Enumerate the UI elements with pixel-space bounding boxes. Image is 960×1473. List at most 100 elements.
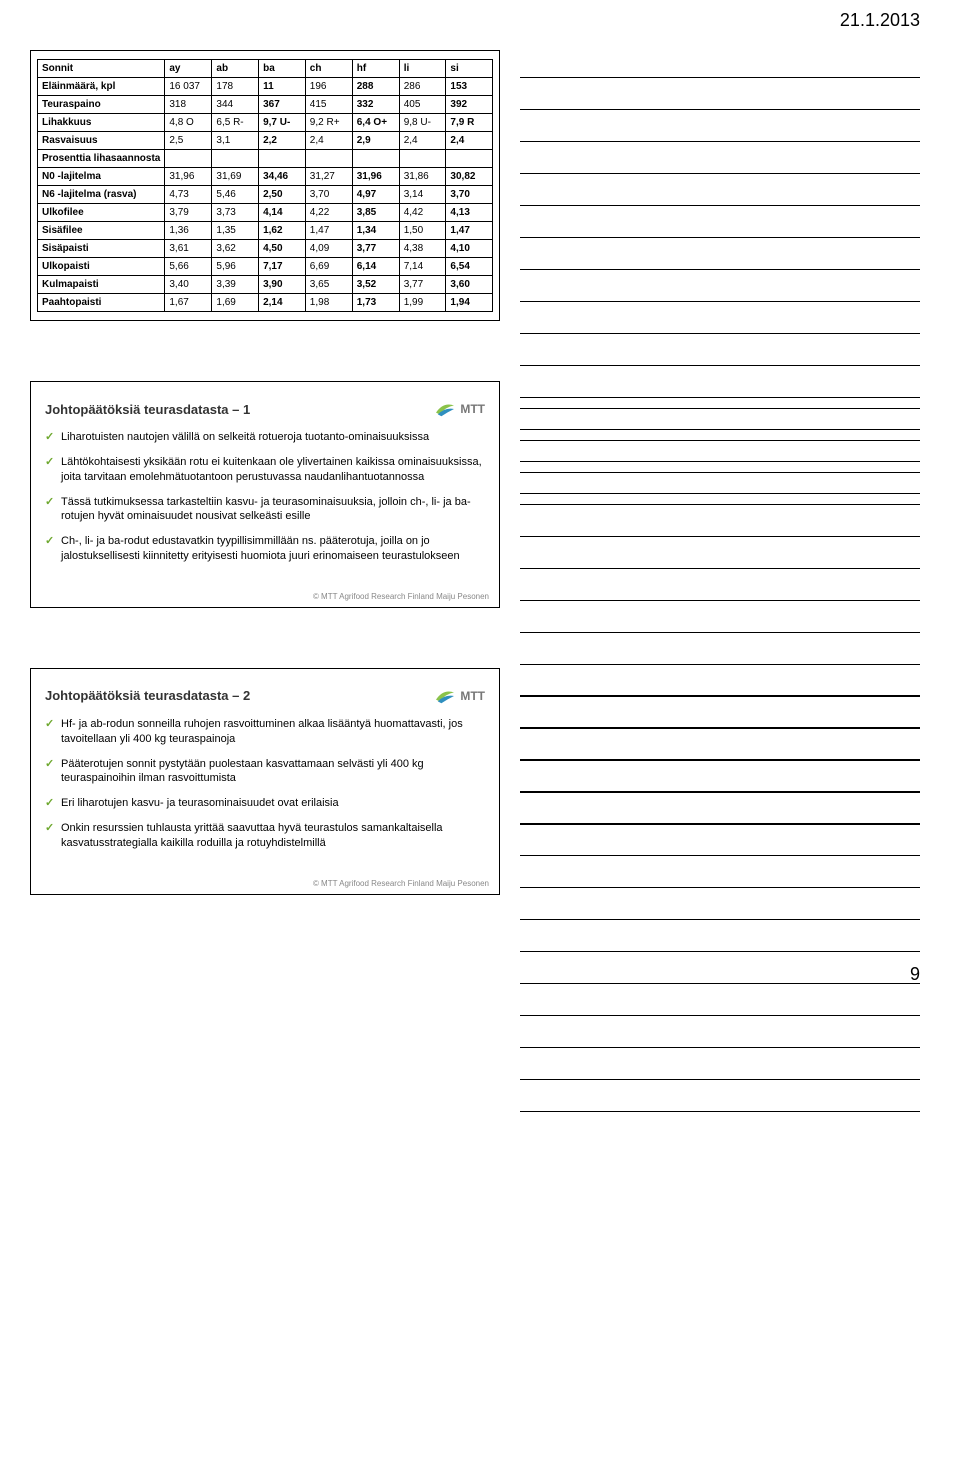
table-cell: 2,2 <box>259 132 306 150</box>
table-cell: 1,62 <box>259 222 306 240</box>
table-cell: 31,69 <box>212 168 259 186</box>
note-line <box>520 87 920 110</box>
table-cell <box>305 150 352 168</box>
table-cell: 3,73 <box>212 204 259 222</box>
row-label: Rasvaisuus <box>38 132 165 150</box>
slide3-title: Johtopäätöksiä teurasdatasta – 2 <box>45 688 250 703</box>
table-cell: 7,14 <box>399 258 446 276</box>
table-cell: 3,52 <box>352 276 399 294</box>
mtt-logo-icon <box>434 400 456 418</box>
table-cell: 7,9 R <box>446 114 493 132</box>
table-cell: 6,54 <box>446 258 493 276</box>
table-cell: 1,36 <box>165 222 212 240</box>
table-cell: 4,22 <box>305 204 352 222</box>
content-column: SonnitayabbachhflisiEläinmäärä, kpl16 03… <box>0 0 520 995</box>
table-cell: 178 <box>212 78 259 96</box>
table-row: Paahtopaisti1,671,692,141,981,731,991,94 <box>38 294 493 312</box>
table-cell: 6,69 <box>305 258 352 276</box>
table-cell <box>259 150 306 168</box>
table-cell: 3,39 <box>212 276 259 294</box>
table-cell: 1,94 <box>446 294 493 312</box>
row-label: Teuraspaino <box>38 96 165 114</box>
table-cell: 11 <box>259 78 306 96</box>
note-line <box>520 279 920 302</box>
row-label: Kulmapaisti <box>38 276 165 294</box>
table-cell: 4,13 <box>446 204 493 222</box>
table-cell: 405 <box>399 96 446 114</box>
note-line <box>520 119 920 142</box>
table-row: Ulkofilee3,793,734,144,223,854,424,13 <box>38 204 493 222</box>
note-line <box>520 1089 920 1112</box>
table-cell: 3,85 <box>352 204 399 222</box>
table-cell: 1,35 <box>212 222 259 240</box>
row-label: Paahtopaisti <box>38 294 165 312</box>
table-cell: 3,14 <box>399 186 446 204</box>
mtt-logo: MTT <box>434 400 485 418</box>
table-cell: 392 <box>446 96 493 114</box>
note-line <box>520 311 920 334</box>
table-cell: 4,50 <box>259 240 306 258</box>
note-line <box>520 833 920 856</box>
table-row: Rasvaisuus2,53,12,22,42,92,42,4 <box>38 132 493 150</box>
list-item: Onkin resurssien tuhlausta yrittää saavu… <box>45 821 485 851</box>
list-item: Pääterotujen sonnit pystytään puolestaan… <box>45 757 485 787</box>
row-label: Sisäfilee <box>38 222 165 240</box>
note-line <box>520 482 920 505</box>
table-cell: 3,79 <box>165 204 212 222</box>
table-cell <box>446 150 493 168</box>
list-item: Hf- ja ab-rodun sonneilla ruhojen rasvoi… <box>45 717 485 747</box>
note-line <box>520 55 920 78</box>
table-cell: 31,27 <box>305 168 352 186</box>
table-cell: 31,96 <box>165 168 212 186</box>
table-header: ch <box>305 60 352 78</box>
table-cell: 153 <box>446 78 493 96</box>
note-line <box>520 769 920 792</box>
table-row: Eläinmäärä, kpl16 03717811196288286153 <box>38 78 493 96</box>
table-cell: 367 <box>259 96 306 114</box>
table-cell: 4,09 <box>305 240 352 258</box>
slide-conclusions-1: Johtopäätöksiä teurasdatasta – 1 MTT Lih… <box>30 381 500 608</box>
table-cell: 286 <box>399 78 446 96</box>
note-line <box>520 865 920 888</box>
note-line <box>520 993 920 1016</box>
table-row: Kulmapaisti3,403,393,903,653,523,773,60 <box>38 276 493 294</box>
row-label: N6 -lajitelma (rasva) <box>38 186 165 204</box>
row-label: Sisäpaisti <box>38 240 165 258</box>
table-header: li <box>399 60 446 78</box>
table-cell: 1,50 <box>399 222 446 240</box>
notes-block-3 <box>520 673 920 1121</box>
table-cell: 34,46 <box>259 168 306 186</box>
footer-credit: © MTT Agrifood Research Finland Maiju Pe… <box>31 588 499 607</box>
table-cell: 1,98 <box>305 294 352 312</box>
note-line <box>520 737 920 760</box>
slide2-bullets: Liharotuisten nautojen välillä on selkei… <box>45 430 485 564</box>
table-cell: 2,5 <box>165 132 212 150</box>
note-line <box>520 247 920 270</box>
table-cell: 9,2 R+ <box>305 114 352 132</box>
slide-conclusions-2: Johtopäätöksiä teurasdatasta – 2 MTT Hf-… <box>30 668 500 895</box>
table-cell <box>352 150 399 168</box>
mtt-logo-text: MTT <box>460 689 485 703</box>
table-row: Sisäpaisti3,613,624,504,093,774,384,10 <box>38 240 493 258</box>
mtt-logo-text: MTT <box>460 402 485 416</box>
list-item: Eri liharotujen kasvu- ja teurasominaisu… <box>45 796 485 811</box>
table-row: N0 -lajitelma31,9631,6934,4631,2731,9631… <box>38 168 493 186</box>
table-cell: 1,99 <box>399 294 446 312</box>
note-line <box>520 343 920 366</box>
list-item: Liharotuisten nautojen välillä on selkei… <box>45 430 485 445</box>
note-line <box>520 673 920 696</box>
table-cell: 3,40 <box>165 276 212 294</box>
table-cell: 2,4 <box>399 132 446 150</box>
page-date: 21.1.2013 <box>840 10 920 31</box>
table-header: ab <box>212 60 259 78</box>
list-item: Ch-, li- ja ba-rodut edustavatkin tyypil… <box>45 534 485 564</box>
table-cell: 2,50 <box>259 186 306 204</box>
note-line <box>520 386 920 409</box>
note-line <box>520 1025 920 1048</box>
list-item: Tässä tutkimuksessa tarkasteltiin kasvu-… <box>45 495 485 525</box>
table-cell: 3,77 <box>352 240 399 258</box>
table-cell: 288 <box>352 78 399 96</box>
row-label: Ulkopaisti <box>38 258 165 276</box>
note-line <box>520 610 920 633</box>
note-line <box>520 183 920 206</box>
